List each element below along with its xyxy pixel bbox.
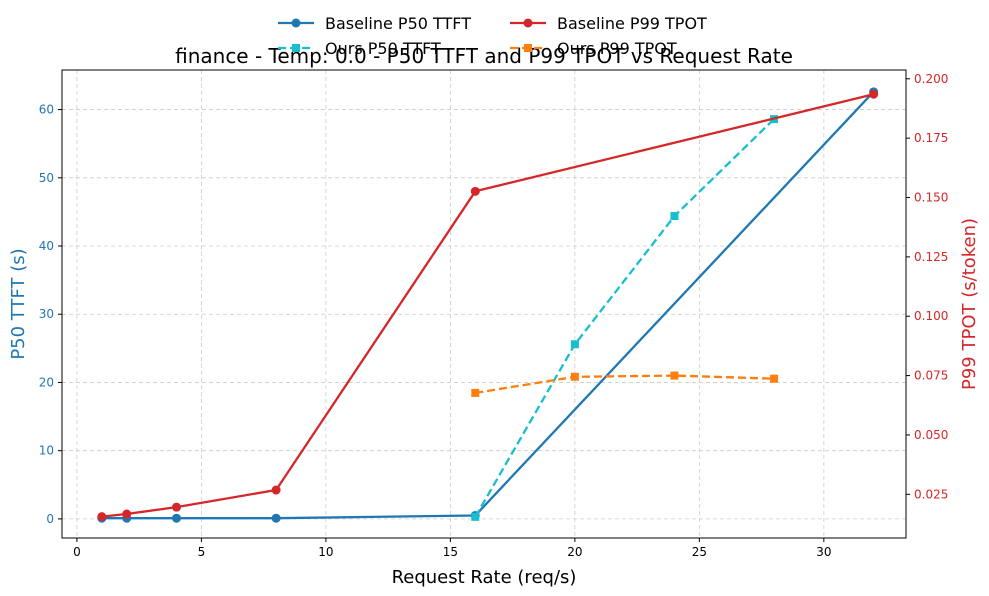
- y-right-tick-label: 0.125: [914, 250, 948, 264]
- x-tick-label: 5: [198, 545, 206, 559]
- data-point: [670, 211, 679, 220]
- y-axis-right-title: P99 TPOT (s/token): [959, 218, 980, 390]
- x-tick-label: 30: [816, 545, 831, 559]
- data-point: [524, 44, 532, 52]
- data-point: [471, 388, 480, 397]
- data-point: [172, 513, 182, 523]
- data-point: [271, 485, 281, 495]
- legend-item: Baseline P50 TTFT: [278, 14, 471, 33]
- y-left-tick-label: 10: [39, 444, 54, 458]
- series: [97, 89, 879, 522]
- data-point: [670, 371, 679, 380]
- data-point: [770, 374, 779, 383]
- y-left-tick-label: 40: [39, 239, 54, 253]
- grid: [62, 70, 906, 538]
- y-left-tick-label: 20: [39, 375, 54, 389]
- x-tick-label: 20: [567, 545, 582, 559]
- plot-frame: [61, 69, 907, 539]
- data-point: [470, 186, 480, 196]
- data-point: [291, 18, 301, 28]
- y-left-tick-label: 60: [39, 103, 54, 117]
- legend-label: Ours P50 TTFT: [325, 39, 441, 58]
- series: [471, 371, 779, 397]
- series-line: [101, 91, 875, 520]
- y-axis-left-title: P50 TTFT (s): [8, 248, 29, 359]
- y-right-tick-label: 0.075: [914, 369, 948, 383]
- x-tick-label: 0: [73, 545, 81, 559]
- x-tick-label: 15: [443, 545, 458, 559]
- y-right-tick-label: 0.050: [914, 428, 948, 442]
- legend-item: Ours P50 TTFT: [278, 39, 441, 58]
- y-right-tick-label: 0.200: [914, 72, 948, 86]
- y-left-tick-label: 30: [39, 307, 54, 321]
- series: [97, 87, 879, 523]
- y-left-tick-label: 50: [39, 171, 54, 185]
- series-line: [101, 93, 874, 518]
- legend-item: Ours P99 TPOT: [510, 39, 677, 58]
- data-point: [523, 18, 533, 28]
- x-tick-label: 10: [318, 545, 333, 559]
- data-point: [172, 502, 182, 512]
- y-right-tick-label: 0.100: [914, 309, 948, 323]
- legend-label: Baseline P99 TPOT: [557, 14, 707, 33]
- legend: Baseline P50 TTFT Baseline P99 TPOT Ours P…: [278, 14, 707, 58]
- y-right-tick-label: 0.175: [914, 131, 948, 145]
- data-point: [471, 512, 480, 521]
- series-line: [475, 374, 775, 395]
- x-axis-title: Request Rate (req/s): [392, 567, 577, 588]
- data-point: [292, 44, 300, 52]
- data-point: [97, 512, 107, 522]
- legend-label: Baseline P50 TTFT: [325, 14, 471, 33]
- y-right-tick-label: 0.025: [914, 487, 948, 501]
- data-point: [869, 89, 879, 99]
- data-point: [570, 340, 579, 349]
- legend-item: Baseline P99 TPOT: [510, 14, 707, 33]
- data-point: [271, 513, 281, 523]
- data-point: [570, 372, 579, 381]
- chart-title: finance - Temp: 0.0 - P50 TTFT and P99 T…: [175, 44, 793, 68]
- axes: 0 5 10 15 20 25 30 0 10 20 30 40 50 60 0.025 0.050 0.075…: [39, 69, 948, 559]
- x-tick-label: 25: [692, 545, 707, 559]
- series-layer: [97, 87, 879, 523]
- series: [471, 115, 779, 521]
- y-right-tick-label: 0.150: [914, 191, 948, 205]
- data-point: [122, 509, 132, 519]
- y-left-tick-label: 0: [46, 512, 54, 526]
- legend-label: Ours P99 TPOT: [557, 39, 677, 58]
- series-line: [474, 118, 775, 518]
